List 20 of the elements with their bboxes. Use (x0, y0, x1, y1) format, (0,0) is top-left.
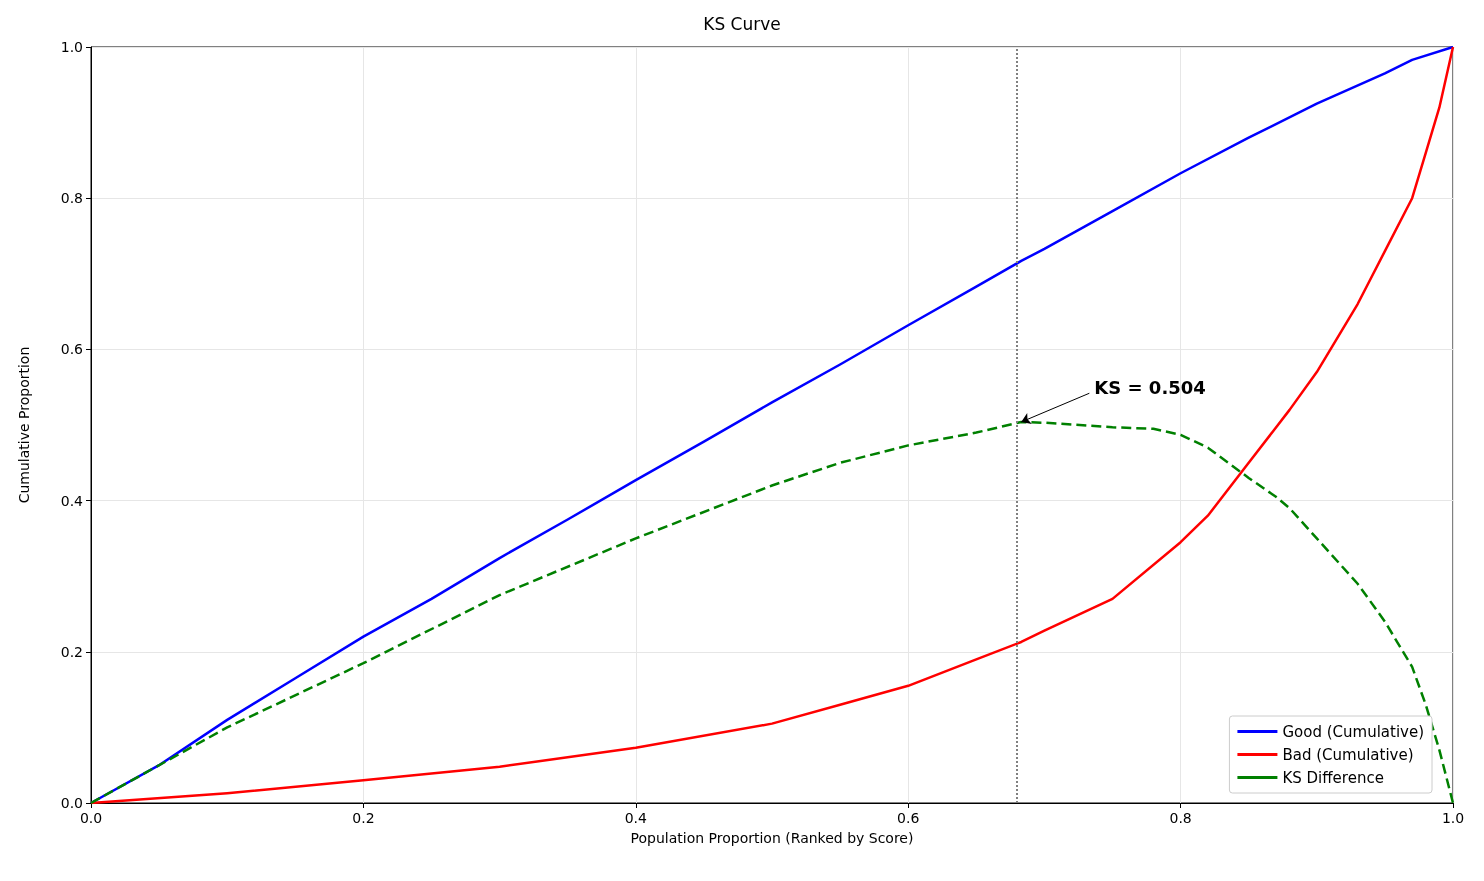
y-tick-label: 0.2 (60, 643, 83, 660)
y-tick-label: 0.8 (60, 190, 83, 207)
x-tick-label: 0.0 (79, 810, 103, 826)
legend-label: KS Difference (1282, 768, 1384, 787)
x-tick-label: 0.8 (1169, 810, 1192, 826)
legend-label: Good (Cumulative) (1282, 722, 1425, 741)
chart-title: KS Curve (703, 13, 781, 34)
y-tick-label: 0.4 (60, 492, 84, 509)
x-tick-label: 0.2 (352, 810, 375, 826)
y-tick-label: 1.0 (60, 39, 83, 55)
line-series (89, 45, 1455, 805)
annotation: KS = 0.504 (1094, 377, 1206, 399)
x-tick-label: 1.0 (1441, 810, 1465, 826)
y-axis-title: Cumulative Proportion (16, 346, 32, 504)
x-tick-label: 0.4 (624, 810, 648, 826)
y-tick-label: 0.0 (60, 795, 83, 811)
y-tick-label: 0.6 (60, 341, 84, 358)
x-tick-label: 0.6 (897, 810, 920, 826)
x-axis-title: Population Proportion (Ranked by Score) (630, 830, 914, 846)
legend-label: Bad (Cumulative) (1282, 745, 1414, 764)
